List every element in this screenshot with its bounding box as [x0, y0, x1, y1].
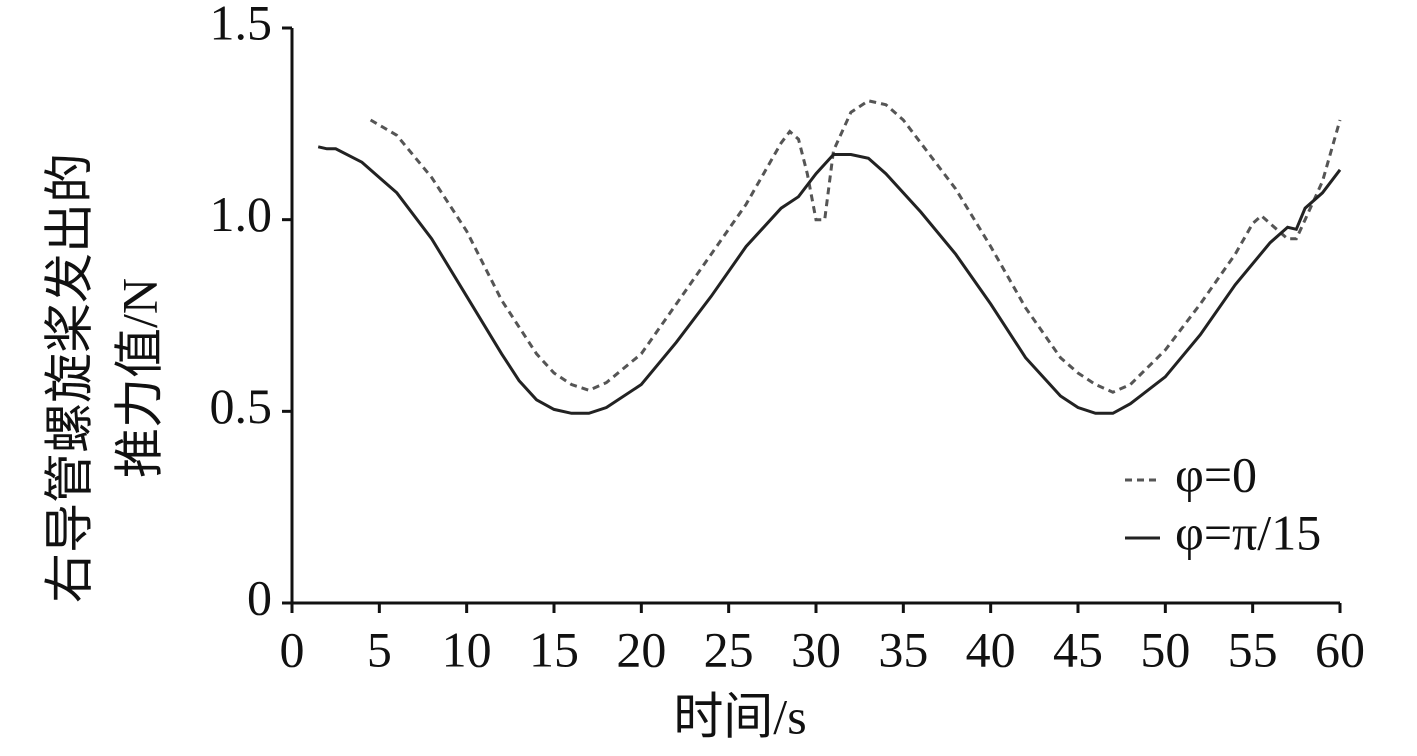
x-tick-label: 10 — [442, 621, 492, 677]
x-tick-label: 5 — [367, 621, 392, 677]
x-tick-label: 50 — [1140, 621, 1190, 677]
data-line — [369, 99, 1342, 394]
legend-label: φ=π/15 — [1175, 504, 1321, 560]
x-tick-label: 20 — [616, 621, 666, 677]
x-tick-label: 15 — [529, 621, 579, 677]
x-tick-label: 25 — [704, 621, 754, 677]
x-tick-label: 30 — [791, 621, 841, 677]
y-tick-label: 0.5 — [210, 378, 273, 434]
x-tick-label: 60 — [1315, 621, 1365, 677]
y-tick-label: 1.0 — [210, 186, 273, 242]
x-axis-label: 时间/s — [673, 688, 806, 744]
x-tick-label: 0 — [280, 621, 305, 677]
data-line — [317, 145, 1342, 415]
x-tick-label: 40 — [966, 621, 1016, 677]
y-tick-label: 1.5 — [210, 0, 273, 50]
y-axis-label: 推力值/N — [111, 278, 167, 478]
x-tick-label: 45 — [1053, 621, 1103, 677]
x-tick-label: 55 — [1228, 621, 1278, 677]
legend-label: φ=0 — [1175, 446, 1257, 502]
y-tick-label: 0 — [247, 569, 272, 625]
y-axis-label: 右导管螺旋桨发出的 — [41, 153, 97, 603]
x-tick-label: 35 — [878, 621, 928, 677]
